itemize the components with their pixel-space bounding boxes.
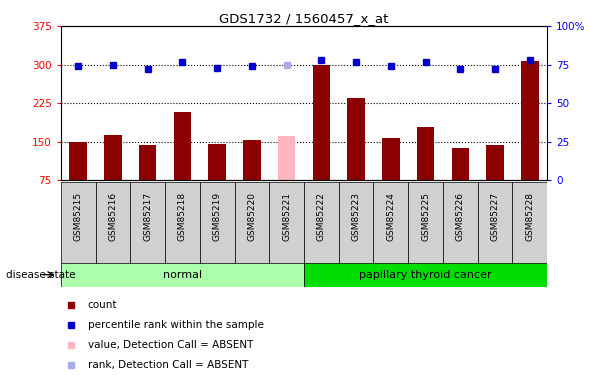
- Text: GSM85220: GSM85220: [247, 192, 257, 241]
- Text: GSM85221: GSM85221: [282, 192, 291, 241]
- Text: count: count: [88, 300, 117, 309]
- Bar: [382, 138, 399, 180]
- Bar: [104, 135, 122, 180]
- Bar: [313, 64, 330, 180]
- Title: GDS1732 / 1560457_x_at: GDS1732 / 1560457_x_at: [219, 12, 389, 25]
- Bar: [304, 262, 547, 287]
- Text: GSM85216: GSM85216: [108, 192, 117, 241]
- Bar: [513, 182, 547, 264]
- Bar: [61, 182, 95, 264]
- Bar: [339, 182, 373, 264]
- Text: GSM85227: GSM85227: [491, 192, 500, 241]
- Text: rank, Detection Call = ABSENT: rank, Detection Call = ABSENT: [88, 360, 248, 370]
- Text: papillary thyroid cancer: papillary thyroid cancer: [359, 270, 492, 280]
- Text: value, Detection Call = ABSENT: value, Detection Call = ABSENT: [88, 340, 253, 350]
- Bar: [304, 182, 339, 264]
- Bar: [209, 144, 226, 180]
- Text: GSM85215: GSM85215: [74, 192, 83, 241]
- Text: normal: normal: [163, 270, 202, 280]
- Bar: [278, 136, 295, 180]
- Bar: [243, 140, 261, 180]
- Text: GSM85224: GSM85224: [386, 192, 395, 241]
- Bar: [95, 182, 130, 264]
- Bar: [452, 148, 469, 180]
- Bar: [417, 127, 434, 180]
- Bar: [269, 182, 304, 264]
- Text: GSM85222: GSM85222: [317, 192, 326, 241]
- Bar: [521, 61, 539, 180]
- Bar: [139, 145, 156, 180]
- Bar: [443, 182, 478, 264]
- Bar: [408, 182, 443, 264]
- Bar: [200, 182, 235, 264]
- Text: GSM85226: GSM85226: [456, 192, 465, 241]
- Bar: [130, 182, 165, 264]
- Bar: [165, 182, 200, 264]
- Bar: [486, 145, 504, 180]
- Bar: [478, 182, 513, 264]
- Text: disease state: disease state: [6, 270, 75, 280]
- Bar: [235, 182, 269, 264]
- Text: GSM85225: GSM85225: [421, 192, 430, 241]
- Text: GSM85219: GSM85219: [213, 192, 222, 241]
- Text: GSM85217: GSM85217: [143, 192, 152, 241]
- Text: percentile rank within the sample: percentile rank within the sample: [88, 320, 263, 330]
- Bar: [373, 182, 408, 264]
- Bar: [61, 262, 304, 287]
- Bar: [174, 112, 191, 180]
- Bar: [69, 142, 87, 180]
- Bar: [347, 98, 365, 180]
- Text: GSM85228: GSM85228: [525, 192, 534, 241]
- Text: GSM85218: GSM85218: [178, 192, 187, 241]
- Text: GSM85223: GSM85223: [351, 192, 361, 241]
